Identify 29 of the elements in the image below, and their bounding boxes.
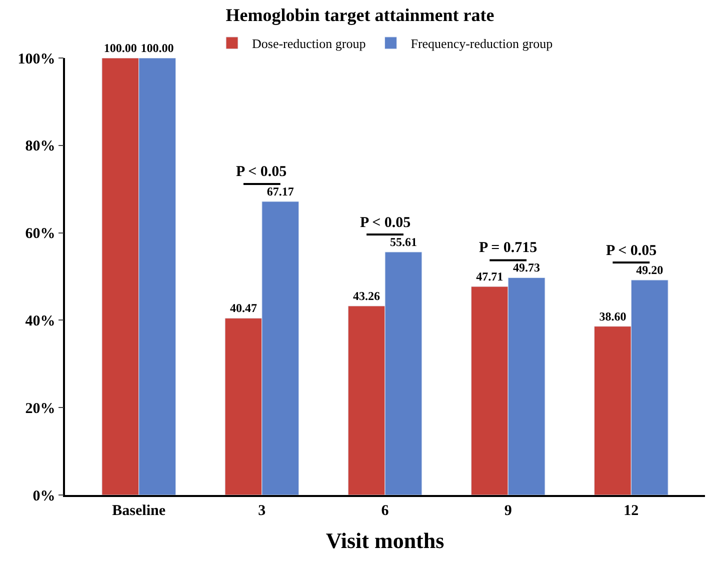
x-tick-label: 3: [258, 502, 266, 519]
chart-title: Hemoglobin target attainment rate: [226, 5, 494, 26]
data-label: 67.17: [266, 184, 294, 198]
x-tick-label: 9: [504, 502, 512, 519]
data-label: 49.73: [513, 260, 540, 275]
data-label: 38.60: [599, 309, 626, 324]
data-label: 43.26: [353, 288, 380, 303]
y-tick-label: 0%: [32, 488, 56, 504]
x-axis-title: Visit months: [326, 528, 445, 554]
y-tick-label: 60%: [25, 226, 56, 242]
y-tick-label: 100%: [18, 51, 56, 68]
y-tick-label: 40%: [25, 313, 56, 330]
legend-label: Dose-reduction group: [252, 36, 366, 52]
x-tick-label: 12: [624, 502, 639, 519]
data-label: 47.71: [476, 270, 504, 284]
data-label: 49.20: [636, 263, 664, 277]
annotation: P < 0.05: [606, 243, 657, 259]
annotation: P < 0.05: [236, 164, 287, 180]
data-label: 100.00: [104, 41, 137, 55]
x-tick-label: Baseline: [112, 502, 166, 519]
data-label: 55.61: [390, 234, 417, 249]
data-label: 40.47: [230, 301, 257, 316]
y-tick-label: 20%: [25, 400, 56, 417]
annotation: P = 0.715: [479, 240, 538, 256]
data-label: 100.00: [140, 41, 174, 55]
legend-label: Frequency-reduction group: [410, 36, 553, 52]
y-tick-label: 80%: [25, 138, 56, 155]
x-tick-label: 6: [381, 502, 390, 519]
annotation: P < 0.05: [360, 215, 411, 231]
